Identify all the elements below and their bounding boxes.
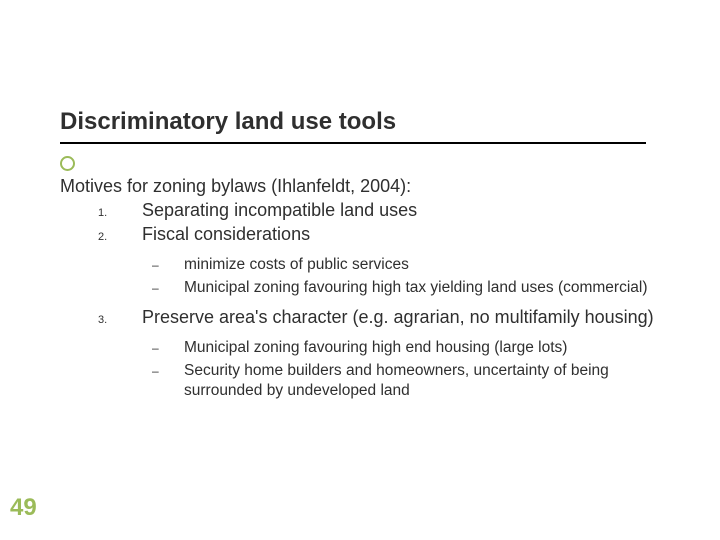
slide-title: Discriminatory land use tools — [60, 108, 646, 136]
numbered-item-1: 1. Separating incompatible land uses — [98, 200, 670, 221]
dash-icon: – — [152, 281, 184, 295]
intro-text: Motives for zoning bylaws (Ihlanfeldt, 2… — [60, 176, 670, 197]
num-marker-1: 1. — [98, 207, 142, 219]
num-text-3: Preserve area's character (e.g. agrarian… — [142, 307, 654, 328]
slide: Discriminatory land use tools Motives fo… — [0, 0, 720, 540]
num-text-2: Fiscal considerations — [142, 224, 310, 245]
numbered-item-3: 3. Preserve area's character (e.g. agrar… — [98, 307, 670, 328]
numbered-item-2: 2. Fiscal considerations — [98, 224, 670, 245]
sub-item-2b: – Municipal zoning favouring high tax yi… — [152, 278, 670, 297]
num-marker-2: 2. — [98, 231, 142, 243]
dash-icon: – — [152, 258, 184, 272]
sub-text-2b: Municipal zoning favouring high tax yiel… — [184, 278, 648, 297]
sub-text-3b: Security home builders and homeowners, u… — [184, 361, 670, 400]
num-marker-3: 3. — [98, 314, 142, 326]
num-text-1: Separating incompatible land uses — [142, 200, 417, 221]
sub-item-3a: – Municipal zoning favouring high end ho… — [152, 338, 670, 357]
dash-icon: – — [152, 364, 184, 378]
title-underline — [60, 142, 646, 144]
content-area: Motives for zoning bylaws (Ihlanfeldt, 2… — [60, 176, 670, 400]
sub-item-3b: – Security home builders and homeowners,… — [152, 361, 670, 400]
dash-icon: – — [152, 341, 184, 355]
page-number: 49 — [10, 494, 37, 522]
bullet-circle-icon — [60, 156, 75, 171]
title-block: Discriminatory land use tools — [60, 108, 646, 144]
sub-text-3a: Municipal zoning favouring high end hous… — [184, 338, 567, 357]
sub-item-2a: – minimize costs of public services — [152, 255, 670, 274]
sub-text-2a: minimize costs of public services — [184, 255, 409, 274]
